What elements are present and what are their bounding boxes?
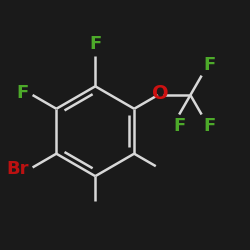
Text: O: O — [152, 84, 168, 102]
Text: F: F — [173, 118, 185, 136]
Text: F: F — [16, 84, 29, 102]
Text: F: F — [204, 118, 216, 136]
Text: F: F — [204, 56, 216, 74]
Text: F: F — [89, 35, 102, 53]
Text: Br: Br — [6, 160, 29, 178]
